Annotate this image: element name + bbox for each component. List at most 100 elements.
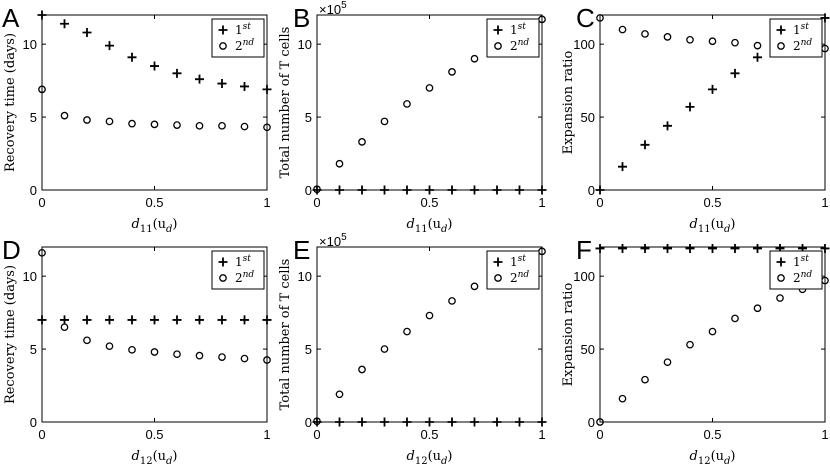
data-point-plus — [37, 315, 47, 325]
data-point-circle — [380, 345, 389, 353]
series-1 — [37, 315, 272, 325]
y-tick-label: 10 — [23, 269, 37, 284]
data-point-circle — [686, 35, 694, 44]
data-point-circle — [218, 353, 226, 361]
data-point-plus — [425, 185, 434, 195]
data-point-plus — [685, 102, 695, 112]
legend-entry: 1st — [510, 22, 526, 37]
data-point-plus — [515, 417, 524, 427]
data-point-circle — [83, 336, 91, 345]
legend-box — [211, 18, 265, 58]
data-point-plus — [240, 81, 249, 91]
data-point-plus — [217, 315, 227, 325]
legend-box — [486, 18, 540, 58]
series-2 — [313, 247, 546, 426]
data-point-plus — [730, 243, 740, 253]
x-tick-label: 0.5 — [145, 195, 163, 210]
x-axis-label: d11(ud) — [407, 217, 453, 235]
y-tick-label: 10 — [298, 37, 312, 52]
x-tick-label: 0.5 — [420, 195, 438, 210]
data-point-plus — [150, 315, 159, 325]
data-point-plus — [730, 68, 740, 78]
series-2 — [596, 276, 829, 426]
legend-marker-plus — [493, 25, 503, 35]
y-tick-label: 50 — [581, 110, 595, 125]
panel-letter: D — [2, 235, 21, 265]
data-point-circle — [60, 323, 69, 332]
data-point-plus — [60, 315, 69, 325]
data-point-plus — [537, 185, 547, 195]
data-point-plus — [172, 315, 182, 325]
data-point-circle — [195, 351, 204, 360]
y-axis-label: Total number of T cells — [278, 259, 293, 411]
panel-letter: F — [576, 235, 592, 265]
data-point-plus — [708, 243, 717, 253]
legend-marker-circle — [219, 42, 227, 50]
data-point-circle — [663, 33, 672, 41]
data-point-circle — [753, 41, 762, 50]
series-1 — [595, 13, 830, 195]
legend-entry: 2nd — [510, 270, 529, 285]
data-point-circle — [470, 54, 479, 63]
data-point-circle — [335, 159, 344, 168]
data-point-plus — [150, 61, 159, 71]
data-point-plus — [640, 140, 650, 150]
data-point-circle — [240, 122, 249, 131]
data-point-circle — [83, 116, 91, 124]
data-point-circle — [173, 121, 181, 129]
legend-box — [486, 250, 540, 290]
data-point-plus — [127, 52, 137, 62]
data-point-plus — [195, 74, 204, 84]
data-point-circle — [425, 84, 434, 92]
y-tick-label: 5 — [30, 110, 37, 125]
data-point-circle — [335, 390, 344, 399]
y-scale-multiplier: ×105 — [319, 232, 347, 249]
series-2 — [38, 248, 271, 364]
data-point-circle — [240, 354, 249, 363]
data-point-circle — [38, 248, 46, 257]
data-point-circle — [596, 418, 604, 426]
x-tick-label: 1 — [263, 195, 270, 210]
data-point-circle — [618, 394, 627, 403]
x-tick-label: 0 — [313, 427, 320, 442]
panel-letter: B — [293, 3, 310, 33]
y-axis-label: Recovery time (days) — [3, 265, 18, 404]
legend-marker-circle — [219, 274, 227, 282]
x-axis-label: d12(ud) — [690, 449, 736, 466]
panel-letter: C — [576, 3, 595, 33]
data-point-circle — [128, 345, 136, 354]
data-point-plus — [820, 243, 830, 253]
data-point-plus — [425, 417, 434, 427]
data-point-circle — [38, 85, 46, 94]
series-1 — [595, 243, 830, 253]
data-point-plus — [663, 243, 672, 253]
legend-entry: 1st — [793, 22, 809, 37]
y-axis-label: Total number of T cells — [278, 27, 293, 179]
data-point-plus — [357, 185, 367, 195]
y-tick-label: 0 — [305, 415, 312, 430]
data-point-plus — [492, 185, 502, 195]
data-point-plus — [470, 417, 479, 427]
legend-marker-circle — [494, 274, 502, 282]
data-point-plus — [618, 243, 627, 253]
data-point-circle — [641, 375, 649, 384]
y-tick-label: 5 — [305, 342, 312, 357]
legend-entry: 2nd — [510, 38, 529, 53]
y-tick-label: 50 — [581, 342, 595, 357]
legend-marker-plus — [776, 257, 786, 267]
data-point-circle — [403, 327, 411, 336]
data-point-plus — [357, 417, 367, 427]
legend-marker-plus — [776, 25, 786, 35]
x-tick-label: 0 — [596, 195, 603, 210]
legend-entry: 2nd — [235, 270, 254, 285]
legend-marker-plus — [218, 257, 228, 267]
